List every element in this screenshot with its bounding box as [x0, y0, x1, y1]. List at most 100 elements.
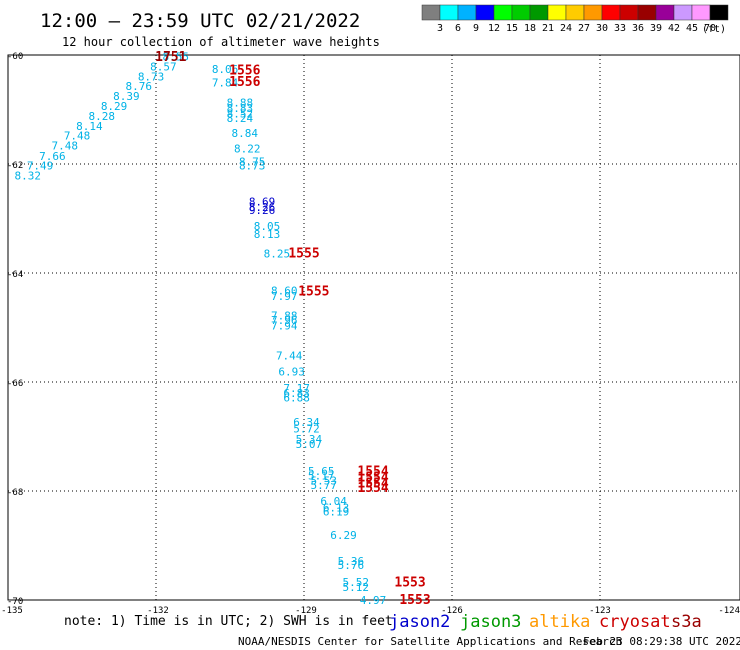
- legend-tick-label: 21: [542, 23, 554, 34]
- plot-area: -60 -62 -64 -66 -68 -70-135 -132 -129 -126 -123 -1…: [1, 50, 740, 616]
- pass-time-label: 1556: [229, 75, 260, 90]
- legend-tick-label: 39: [650, 23, 662, 34]
- swh-value-label: 9.26: [249, 204, 276, 217]
- x-tick-label: -124: [718, 606, 740, 616]
- pass-time-label: 1556: [229, 64, 260, 79]
- legend-tick-label: 30: [596, 23, 608, 34]
- swh-value-label: 7.66: [39, 150, 66, 163]
- satellite-legend-altika: altika: [529, 612, 590, 632]
- swh-value-label: 7.96: [271, 314, 298, 327]
- legend-tick-label: 6: [455, 23, 461, 34]
- swh-value-label: 6.19: [323, 506, 350, 519]
- axis-tick-labels: -60 -62 -64 -66 -68 -70-135 -132 -129 -126 -123 -1…: [1, 52, 740, 616]
- swh-value-label: 7.94: [271, 319, 298, 332]
- grid-lines: [8, 55, 740, 600]
- legend-tick-label: 15: [506, 23, 518, 34]
- legend-unit-label: (ft): [702, 24, 726, 35]
- swh-value-label: 4.97: [360, 594, 387, 607]
- pass-time-label: 1555: [298, 284, 329, 299]
- legend-swatch: [493, 4, 513, 21]
- satellite-legend-jason2: jason2: [389, 612, 450, 632]
- y-tick-label: -62: [7, 161, 23, 171]
- swh-value-label: 8.60: [271, 284, 298, 297]
- satellite-legend-jason3: jason3: [460, 612, 521, 632]
- pass-time-label: 1555: [288, 246, 319, 261]
- legend-swatch: [421, 4, 441, 21]
- time-labels: 1751155615561555155515541554155415541553…: [155, 50, 431, 608]
- legend-swatch: [475, 4, 495, 21]
- swh-value-label: 7.48: [51, 139, 78, 152]
- pass-time-label: 1554: [357, 481, 388, 496]
- swh-value-label: 8.69: [249, 196, 276, 209]
- swh-points: 8.558.578.738.768.398.298.288.147.487.48…: [14, 51, 386, 607]
- swh-value-label: 8.24: [227, 112, 254, 125]
- swh-value-label: 5.34: [296, 433, 323, 446]
- swh-value-label: 7.17: [283, 382, 310, 395]
- generated-timestamp: Feb 23 08:29:38 UTC 2022: [583, 635, 740, 648]
- legend-swatch: [655, 4, 675, 21]
- swh-value-label: 7.44: [276, 349, 303, 362]
- swh-value-label: 6.13: [323, 501, 350, 514]
- legend-swatch: [565, 4, 585, 21]
- pass-time-label: 1554: [357, 464, 388, 479]
- swh-value-label: 8.28: [88, 110, 115, 123]
- legend-swatch: [619, 4, 639, 21]
- swh-value-label: 6.29: [330, 529, 357, 542]
- swh-value-label: 8.84: [232, 127, 259, 140]
- swh-value-label: 8.55: [162, 51, 189, 64]
- legend-swatch: [511, 4, 531, 21]
- swh-value-label: 8.22: [234, 143, 261, 156]
- swh-value-label: 8.39: [113, 90, 140, 103]
- swh-value-label: 5.77: [310, 479, 337, 492]
- legend-tick-label: 12: [488, 23, 500, 34]
- swh-value-label: 7.48: [64, 130, 91, 143]
- swh-value-label: 5.17: [308, 470, 335, 483]
- pass-time-label: 1554: [357, 470, 388, 485]
- pass-time-label: 1553: [399, 593, 430, 608]
- swh-value-label: 5.76: [338, 559, 365, 572]
- legend-tick-label: 18: [524, 23, 536, 34]
- swh-value-label: 5.65: [308, 465, 335, 478]
- plot-frame: [7, 54, 740, 601]
- swh-value-label: 8.73: [138, 70, 165, 83]
- x-tick-label: -129: [295, 606, 317, 616]
- swh-value-label: 7.49: [27, 160, 54, 173]
- legend-tick-label: 33: [614, 23, 626, 34]
- pass-time-label: 1553: [394, 575, 425, 590]
- swh-value-label: 6.93: [278, 366, 305, 379]
- x-tick-label: -123: [589, 606, 611, 616]
- x-tick-label: -132: [147, 606, 169, 616]
- swh-value-label: 8.29: [101, 100, 128, 113]
- x-tick-label: -135: [1, 606, 23, 616]
- y-tick-label: -60: [7, 52, 23, 62]
- swh-value-label: 8.76: [125, 80, 152, 93]
- swh-value-label: 8.75: [239, 155, 266, 168]
- swh-value-label: 6.04: [320, 495, 347, 508]
- x-tick-label: -126: [441, 606, 463, 616]
- swh-value-label: 8.88: [227, 96, 254, 109]
- pass-time-label: 1554: [357, 476, 388, 491]
- swh-value-label: 6.88: [283, 391, 310, 404]
- legend-swatch: [439, 4, 459, 21]
- swh-value-label: 5.52: [343, 576, 370, 589]
- chart-title: 12:00 — 23:59 UTC 02/21/2022: [40, 10, 360, 32]
- y-tick-label: -68: [7, 488, 23, 498]
- legend-tick-label: 9: [473, 23, 479, 34]
- swh-value-label: 7.88: [271, 310, 298, 323]
- legend-swatch: [691, 4, 711, 21]
- swh-value-label: 6.83: [283, 387, 310, 400]
- swh-value-label: 5.53: [310, 475, 337, 488]
- color-legend: 3 6 9 12 15 18 21 24 27 30 33 36 39 42 45 70: [421, 4, 729, 34]
- legend-tick-label: 3: [437, 23, 443, 34]
- swh-value-label: 8.32: [14, 169, 41, 182]
- swh-value-label: 5.07: [296, 438, 323, 451]
- legend-swatch: [673, 4, 693, 21]
- swh-value-label: 8.05: [254, 220, 281, 233]
- pass-time-label: 1751: [155, 50, 186, 65]
- y-tick-label: -66: [7, 379, 23, 389]
- swh-value-label: 7.97: [271, 290, 298, 303]
- y-tick-label: -64: [7, 270, 23, 280]
- satellite-legend-s3a: s3a: [671, 612, 702, 632]
- legend-swatch: [583, 4, 603, 21]
